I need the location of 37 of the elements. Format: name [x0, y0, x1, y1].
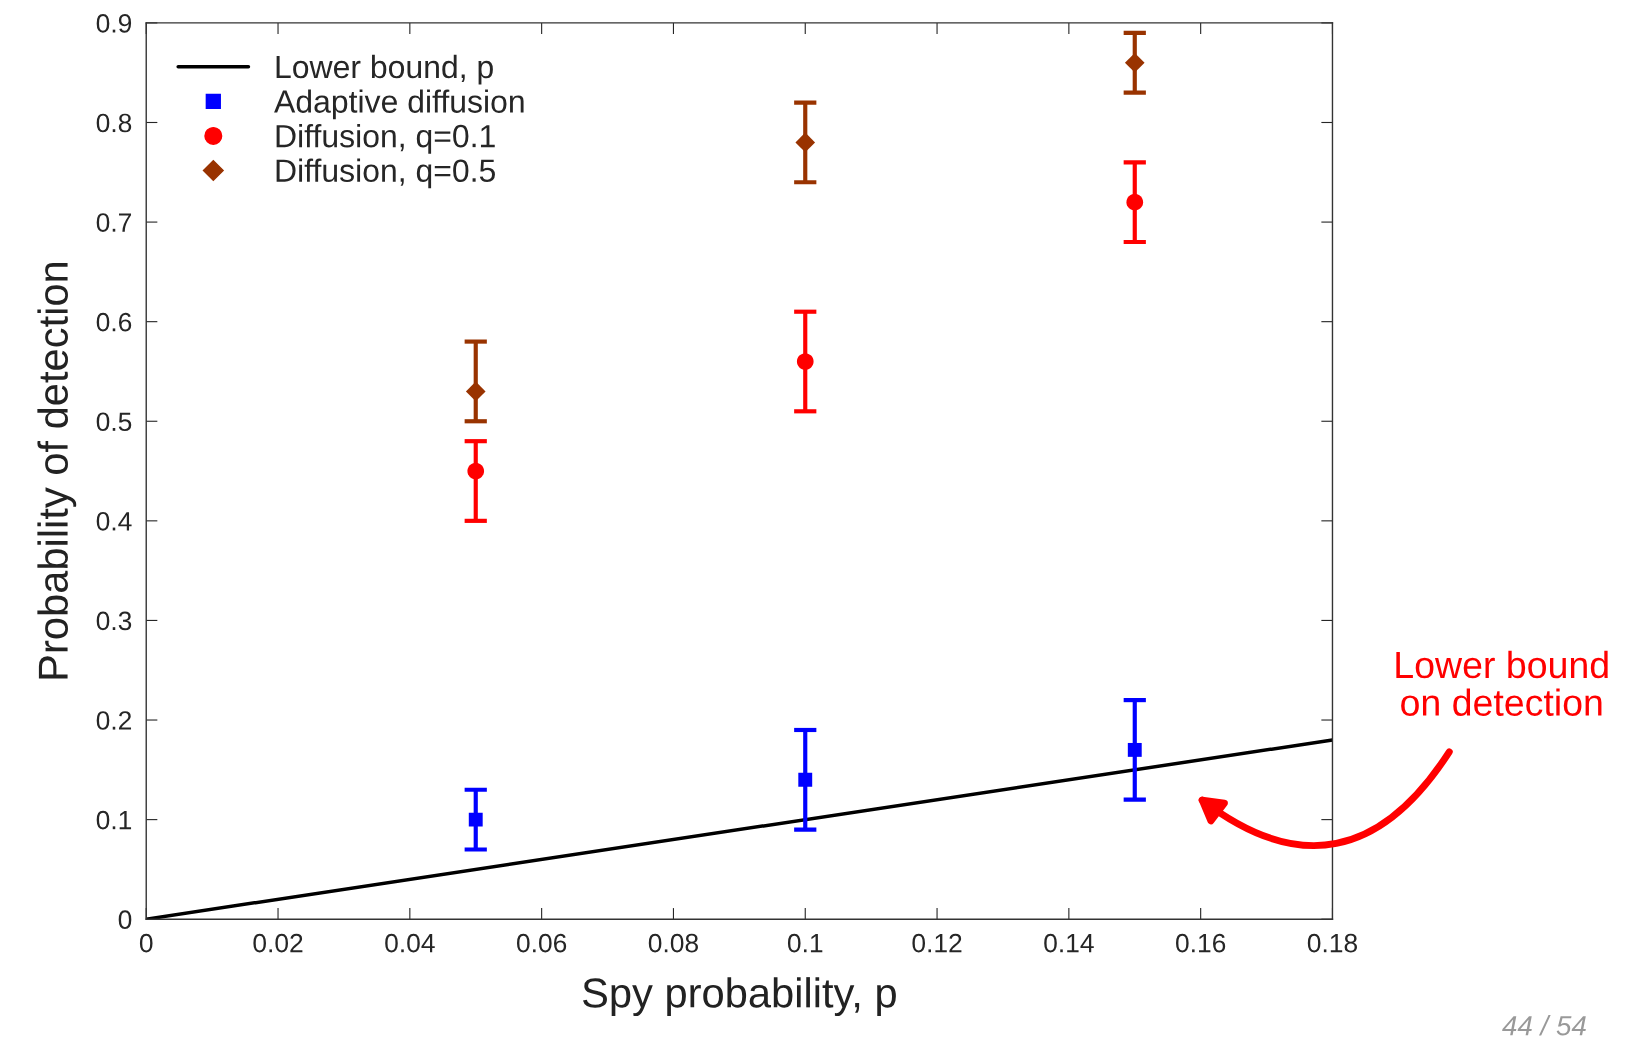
y-tick-label: 0.9 — [96, 14, 132, 33]
point — [467, 462, 485, 480]
y-tick-label: 0.5 — [96, 412, 132, 432]
y-tick-label: 0.3 — [96, 611, 132, 631]
point — [1126, 193, 1144, 211]
x-tick-label: 0.12 — [912, 933, 962, 953]
legend-label: Diffusion, q=0.1 — [276, 123, 495, 154]
point — [1127, 742, 1142, 757]
x-tick-label: 0 — [139, 933, 153, 953]
point — [1124, 52, 1145, 73]
y-tick-label: 0.6 — [96, 312, 132, 332]
y-tick-label: 0.1 — [96, 810, 132, 830]
legend-label: Diffusion, q=0.5 — [276, 158, 495, 189]
legend-label: Lower bound, p — [276, 54, 493, 85]
point — [465, 381, 486, 402]
legend-label: Adaptive diffusion — [274, 89, 524, 120]
x-tick-label: 0.16 — [1176, 933, 1226, 953]
point — [796, 353, 814, 370]
text: 44 / 54 — [1502, 1015, 1586, 1036]
y-tick-label: 0.8 — [96, 113, 132, 133]
text: Lower bound on detection — [1396, 650, 1608, 716]
x-tick-label: 0.06 — [517, 933, 567, 953]
x-tick-label: 0.04 — [385, 933, 435, 953]
y-axis-title: Probability of detection — [37, 262, 77, 679]
x-tick-label: 0.14 — [1044, 933, 1094, 953]
y-tick-label: 0.2 — [96, 711, 132, 730]
y-tick-label: 0.4 — [96, 511, 132, 531]
y-tick-label: 0 — [118, 910, 132, 930]
x-axis-title: Spy probability, p — [582, 977, 896, 1016]
y-tick-label: 0.7 — [96, 213, 132, 232]
x-tick-label: 0.08 — [648, 933, 698, 953]
point — [798, 772, 813, 787]
x-tick-label: 0.1 — [787, 933, 823, 953]
point — [795, 132, 816, 153]
x-tick-label: 0.18 — [1307, 933, 1358, 953]
point — [468, 812, 483, 827]
x-tick-label: 0.02 — [253, 933, 303, 953]
